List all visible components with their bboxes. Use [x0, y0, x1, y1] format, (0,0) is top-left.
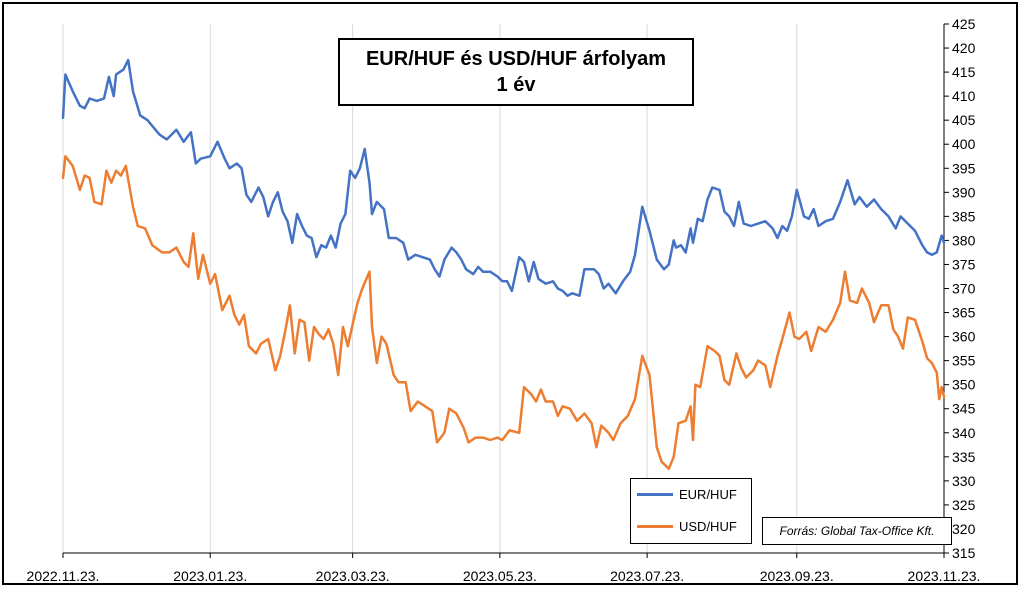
y-tick-label: 380 — [952, 232, 976, 248]
legend-item-eur: EUR/HUF — [637, 487, 737, 502]
y-tick-label: 330 — [952, 473, 976, 489]
y-tick-label: 320 — [952, 521, 976, 537]
axes — [62, 23, 949, 558]
y-tick-label: 365 — [952, 305, 976, 321]
y-tick-labels: 315 320 325 330 335 340 345 350 355 360 365 370 375 3… — [952, 16, 976, 561]
chart-title: EUR/HUF és USD/HUF árfolyam — [365, 48, 667, 70]
legend-label-usd: USD/HUF — [679, 519, 737, 534]
y-tick-label: 370 — [952, 281, 976, 297]
y-tick-label: 415 — [952, 64, 976, 80]
y-tick-label: 405 — [952, 112, 976, 128]
y-tick-label: 410 — [952, 88, 976, 104]
chart-subtitle: 1 év — [496, 74, 536, 96]
x-tick-label: 2023.05.23. — [463, 568, 537, 584]
x-tick-label: 2023.11.23. — [908, 568, 981, 584]
series-line-usd-huf — [61, 155, 946, 471]
legend-label-eur: EUR/HUF — [679, 487, 737, 502]
series-lines — [61, 58, 946, 471]
x-tick-label: 2023.07.23. — [610, 568, 684, 584]
y-tick-label: 385 — [952, 208, 976, 224]
legend-item-usd: USD/HUF — [637, 519, 737, 534]
x-tick-label: 2023.01.23. — [173, 568, 247, 584]
source-note: Forrás: Global Tax-Office Kft. — [762, 517, 952, 545]
y-tick-label: 390 — [952, 184, 976, 200]
x-tick-label: 2023.03.23. — [316, 568, 390, 584]
x-tick-label: 2022.11.23. — [27, 568, 100, 584]
x-tick-labels: 2022.11.23. 2023.01.23. 2023.03.23. 2023.05… — [27, 568, 981, 584]
y-tick-label: 400 — [952, 136, 976, 152]
y-tick-label: 340 — [952, 425, 976, 441]
legend-swatch-usd — [637, 525, 673, 528]
legend: EUR/HUF USD/HUF — [630, 478, 752, 544]
y-tick-label: 355 — [952, 353, 976, 369]
y-tick-label: 345 — [952, 401, 976, 417]
y-tick-label: 425 — [952, 16, 976, 32]
series-line-eur-huf — [61, 58, 946, 297]
y-tick-label: 360 — [952, 329, 976, 345]
y-tick-label: 395 — [952, 160, 976, 176]
y-tick-label: 420 — [952, 40, 976, 56]
x-tick-label: 2023.09.23. — [760, 568, 834, 584]
y-tick-label: 325 — [952, 497, 976, 513]
y-tick-label: 375 — [952, 256, 976, 272]
y-tick-label: 315 — [952, 545, 976, 561]
chart-title-box: EUR/HUF és USD/HUF árfolyam 1 év — [338, 38, 694, 106]
y-tick-label: 335 — [952, 449, 976, 465]
y-tick-label: 350 — [952, 377, 976, 393]
legend-swatch-eur — [637, 493, 673, 496]
